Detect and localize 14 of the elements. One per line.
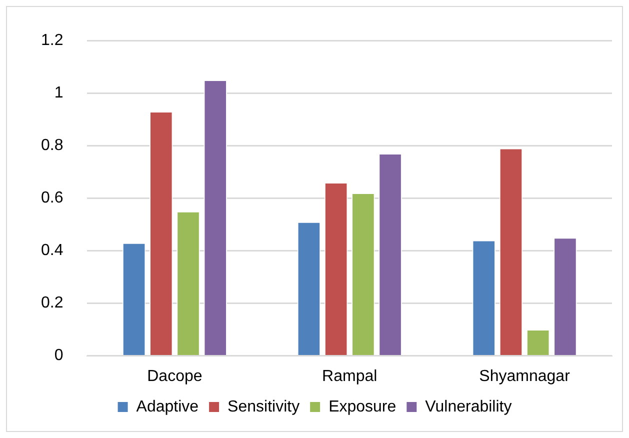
y-tick-label: 1.2 [40,32,64,50]
x-tick-label: Shyamnagar [479,368,571,385]
y-tick-label: 0.8 [40,137,64,154]
y-tick-label: 0.6 [40,190,64,207]
legend-label: Exposure [328,398,396,416]
y-tick-label: 0.4 [40,242,64,260]
legend-label: Vulnerability [425,398,512,416]
x-tick-label: Dacope [147,368,202,385]
legend-label: Sensitivity [228,398,300,416]
x-tick-label: Rampal [322,368,378,385]
y-tick-label: 0 [54,347,64,364]
y-tick-label: 1 [54,84,64,102]
y-tick-label: 0.2 [40,294,64,312]
legend-label: Adaptive [136,398,199,416]
